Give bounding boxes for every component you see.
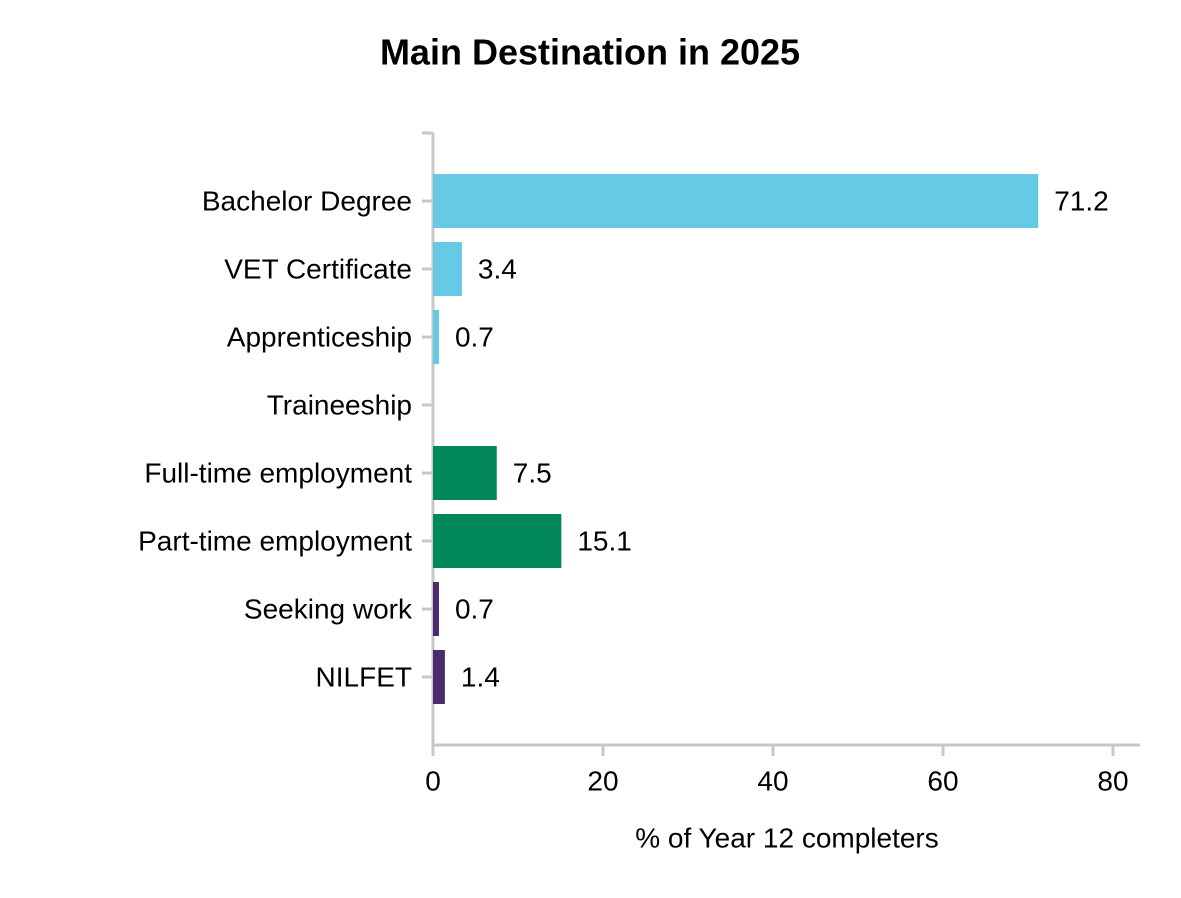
value-label: 0.7	[455, 321, 494, 352]
y-tick-label: Part-time employment	[138, 525, 412, 556]
chart-title: Main Destination in 2025	[380, 32, 800, 73]
y-tick-label: Bachelor Degree	[202, 185, 412, 216]
value-label: 71.2	[1054, 185, 1109, 216]
y-tick-label: VET Certificate	[224, 253, 412, 284]
value-label: 0.7	[455, 593, 494, 624]
bar	[433, 310, 439, 364]
y-tick-label: Seeking work	[244, 593, 413, 624]
y-tick-label: Traineeship	[267, 389, 412, 420]
bar	[433, 446, 497, 500]
bar	[433, 174, 1039, 228]
y-tick-label: NILFET	[316, 661, 412, 692]
bar	[433, 242, 462, 296]
y-tick-label: Full-time employment	[144, 457, 412, 488]
value-label: 15.1	[577, 525, 632, 556]
x-axis-title: % of Year 12 completers	[635, 822, 939, 853]
y-tick-label: Apprenticeship	[227, 321, 412, 352]
bar	[433, 514, 562, 568]
x-tick-label: 40	[757, 765, 788, 796]
value-label: 3.4	[478, 253, 517, 284]
bar	[433, 582, 439, 636]
x-tick-label: 0	[425, 765, 441, 796]
x-tick-label: 20	[587, 765, 618, 796]
value-label: 7.5	[513, 457, 552, 488]
x-tick-label: 60	[927, 765, 958, 796]
x-tick-label: 80	[1097, 765, 1128, 796]
value-label: 1.4	[461, 661, 500, 692]
bar	[433, 650, 445, 704]
